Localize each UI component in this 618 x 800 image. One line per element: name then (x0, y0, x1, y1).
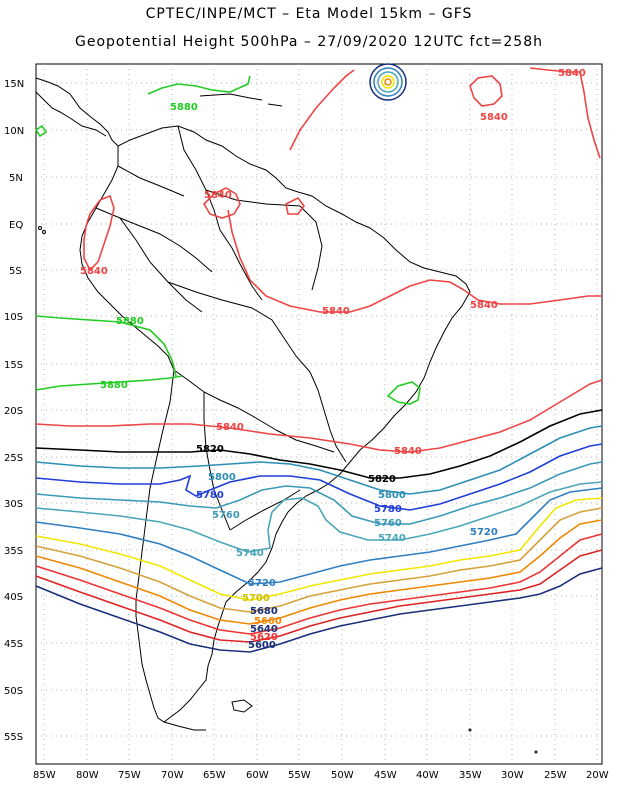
contour-5840 (285, 196, 305, 215)
contour-label: 5680 (250, 606, 278, 617)
title-line-1: CPTEC/INPE/MCT – Eta Model 15km – GFS (145, 6, 473, 22)
contour-label: 5720 (248, 578, 276, 589)
contours (34, 67, 603, 653)
lat-label: 5N (9, 173, 23, 184)
coastline (35, 77, 538, 754)
contour-5840 (202, 187, 241, 219)
contour-5840 (469, 75, 503, 107)
contour-label: 5840 (558, 68, 586, 79)
lon-label: 30W (501, 770, 524, 781)
contour-label: 5640 (250, 624, 278, 635)
contour-label: 5660 (254, 616, 282, 627)
lon-label: 25W (544, 770, 567, 781)
contour-5760 (35, 461, 603, 525)
contour-5880 (147, 75, 251, 95)
lat-label: 30S (4, 499, 23, 510)
contour-5880 (34, 124, 48, 138)
contour-5840 (227, 209, 602, 313)
contour-label: 5760 (212, 510, 240, 521)
contour-5880 (386, 381, 421, 405)
low-pressure-rings (369, 63, 407, 101)
contour-label: 5740 (378, 533, 406, 544)
contour-5700 (35, 497, 603, 601)
lat-label: 15S (4, 360, 23, 371)
contour-label: 5620 (250, 632, 278, 643)
contour-label: 5780 (374, 504, 402, 515)
lon-label: 50W (331, 770, 354, 781)
contour-label: 5760 (374, 518, 402, 529)
contour-label: 5700 (242, 593, 270, 604)
contour-5780 (35, 443, 603, 511)
contour-label: 5780 (196, 490, 224, 501)
contour-label: 5840 (204, 190, 232, 201)
lat-label: 55S (4, 732, 23, 743)
contour-5620 (35, 549, 603, 643)
lat-label: 20S (4, 406, 23, 417)
map-frame (35, 63, 603, 765)
contour-label: 5880 (100, 380, 128, 391)
contour-5720 (35, 487, 603, 585)
contour-5840 (83, 194, 115, 272)
contour-label: 5840 (470, 300, 498, 311)
contour-label: 5800 (378, 490, 406, 501)
lat-label: 25S (4, 453, 23, 464)
contour-5680 (35, 507, 603, 613)
contour-label: 5820 (368, 474, 396, 485)
lon-label: 35W (459, 770, 482, 781)
lat-label: 5S (9, 266, 22, 277)
lon-label: 60W (246, 770, 269, 781)
contour-5840 (289, 69, 355, 151)
lat-label: 35S (4, 546, 23, 557)
contour-5880 (35, 375, 183, 391)
contour-label-group: 5880 5880 5880 5840 5840 5840 5840 5840 … (80, 68, 586, 651)
title-line-2: Geopotential Height 500hPa – 27/09/2020 … (75, 34, 543, 50)
contour-label: 5840 (480, 112, 508, 123)
lat-label: 15N (4, 79, 24, 90)
contour-label: 5820 (196, 444, 224, 455)
contour-label: 5740 (236, 548, 264, 559)
lat-label: EQ (9, 220, 23, 231)
lon-label: 40W (416, 770, 439, 781)
contour-label: 5600 (248, 640, 276, 651)
lon-label: 75W (118, 770, 141, 781)
contour-label: 5840 (80, 266, 108, 277)
contour-5820 (35, 409, 603, 479)
lat-label: 50S (4, 686, 23, 697)
contour-label: 5720 (470, 527, 498, 538)
contour-5660 (35, 519, 603, 625)
lon-label: 65W (203, 770, 226, 781)
graticule (36, 64, 602, 764)
longitude-labels: 85W 80W 75W 70W 65W 60W 55W 50W 45W 40W … (33, 770, 609, 781)
lon-label: 20W (586, 770, 609, 781)
contour-label: 5840 (216, 422, 244, 433)
lon-label: 85W (33, 770, 56, 781)
lon-label: 45W (374, 770, 397, 781)
latitude-labels: 15N 10N 5N EQ 5S 10S 15S 20S 25S 30S 35S… (4, 79, 24, 743)
contour-label: 5840 (394, 446, 422, 457)
contour-5880 (35, 315, 177, 377)
contour-5840 (35, 379, 603, 453)
contour-5800 (35, 425, 603, 495)
lat-label: 40S (4, 592, 23, 603)
contour-label: 5880 (170, 102, 198, 113)
contour-5640 (35, 533, 603, 635)
lat-label: 10S (4, 312, 23, 323)
lon-label: 55W (288, 770, 311, 781)
contour-5600 (35, 567, 603, 653)
contour-5840 (529, 67, 601, 159)
contour-label: 5800 (208, 472, 236, 483)
lat-label: 10N (4, 126, 24, 137)
lon-label: 70W (161, 770, 184, 781)
contour-label: 5840 (322, 306, 350, 317)
lon-label: 80W (76, 770, 99, 781)
contour-label: 5880 (116, 316, 144, 327)
lat-label: 45S (4, 639, 23, 650)
contour-5740 (35, 481, 603, 553)
